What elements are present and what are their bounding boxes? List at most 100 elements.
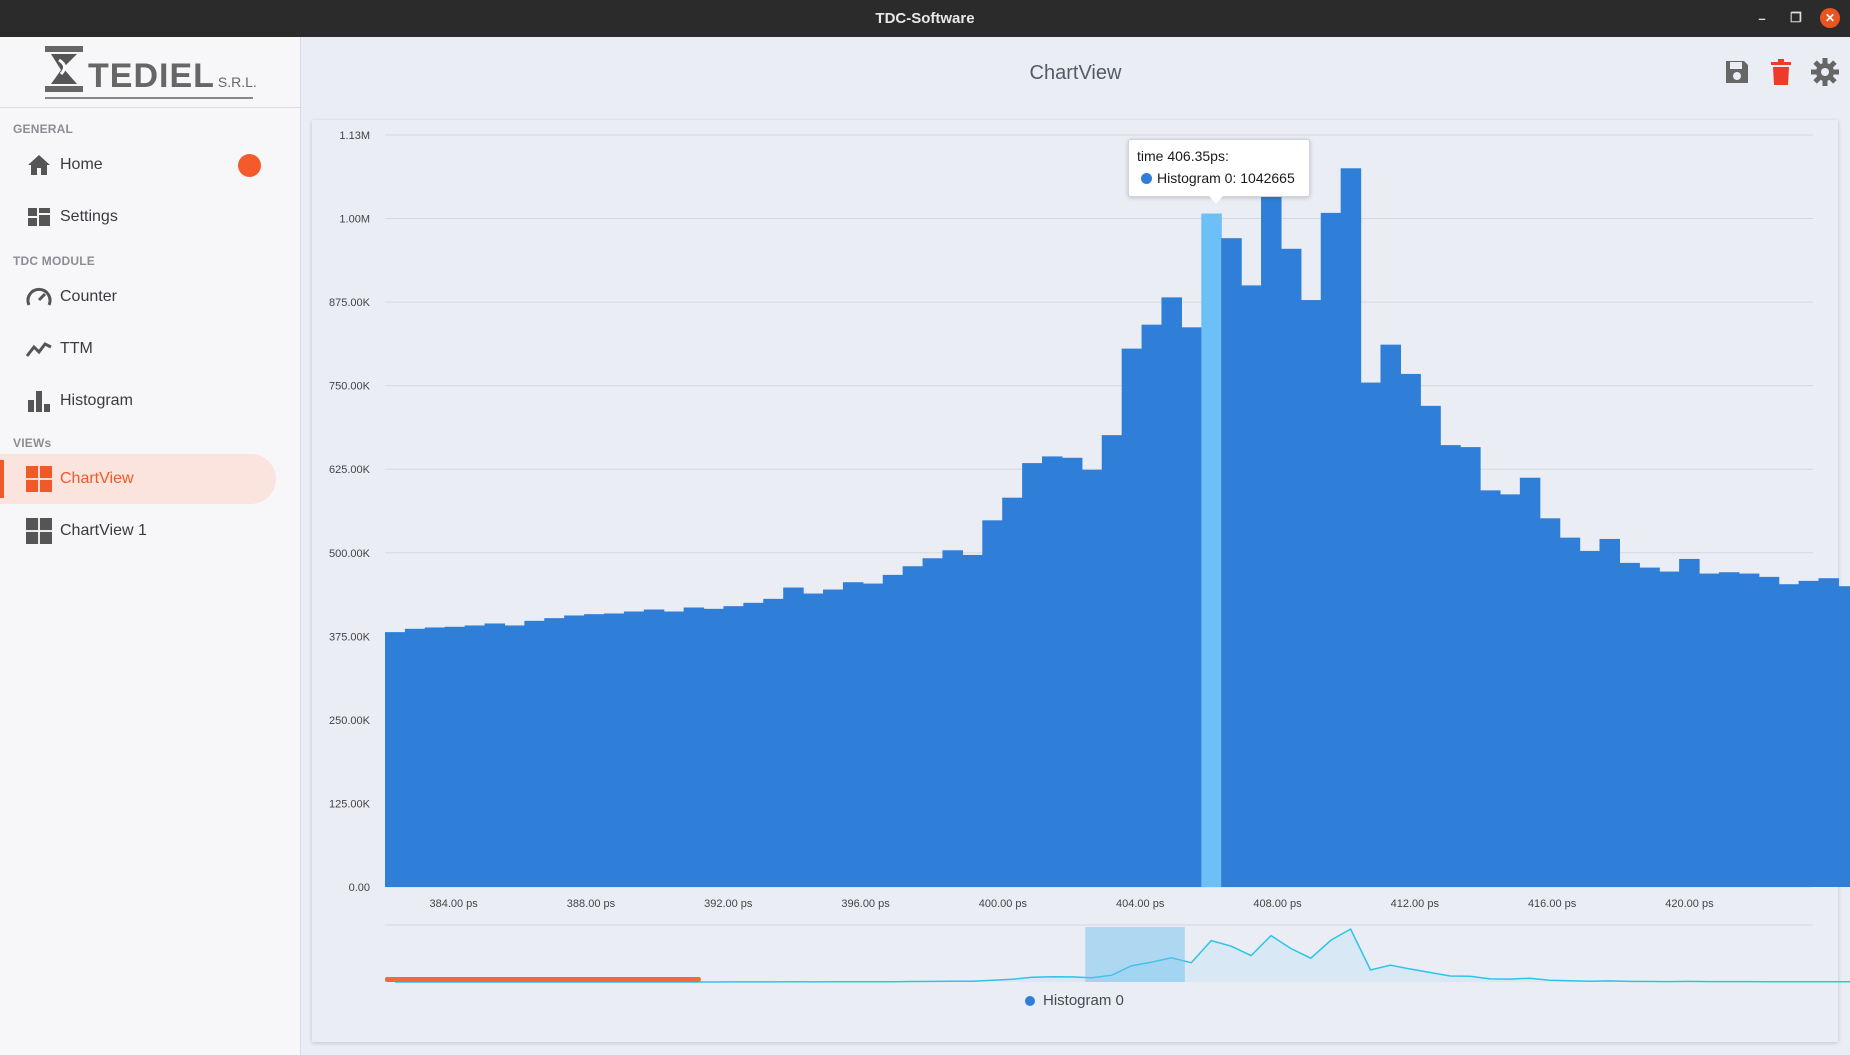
histogram-bar[interactable] [1460,447,1481,887]
histogram-bar[interactable] [1101,435,1123,887]
histogram-bar[interactable] [1300,300,1322,887]
histogram-bar[interactable] [1778,584,1800,887]
sidebar-item-home[interactable]: Home [0,140,300,190]
sidebar-item-label: Home [60,156,103,173]
histogram-bar[interactable] [544,618,565,887]
histogram-bar[interactable] [464,625,486,887]
navigator-scrollbar-handle[interactable] [385,977,701,982]
histogram-bar[interactable] [1002,497,1023,887]
histogram-bar[interactable] [842,582,864,887]
histogram-bar[interactable] [1599,538,1620,887]
histogram-bar[interactable] [703,608,725,887]
histogram-bar[interactable] [882,574,904,887]
histogram-bar[interactable] [484,623,506,887]
histogram-bar[interactable] [1360,382,1382,887]
histogram-bar[interactable] [1798,580,1820,887]
histogram-bar[interactable] [1440,445,1461,887]
histogram-bar[interactable] [1579,550,1601,887]
y-tick-label: 1.13M [339,130,370,142]
histogram-bar[interactable] [723,606,744,887]
histogram-bar[interactable] [962,554,983,887]
histogram-bar[interactable] [1420,405,1441,887]
histogram-bar[interactable] [763,598,784,887]
delete-button[interactable] [1766,57,1796,87]
navigator-selection[interactable] [1085,927,1185,982]
histogram-bar[interactable] [1838,586,1850,887]
histogram-bar[interactable] [1121,348,1143,888]
chart-legend[interactable]: Histogram 0 [1025,992,1124,1009]
minimize-icon[interactable]: – [1758,10,1766,26]
close-icon[interactable]: ✕ [1820,8,1840,28]
histogram-bar[interactable] [643,609,665,887]
histogram-bar[interactable] [823,589,844,887]
histogram-bar[interactable] [444,626,466,887]
histogram-bar[interactable] [604,613,625,887]
histogram-bar[interactable] [1340,168,1362,887]
histogram-bar[interactable] [1022,463,1043,887]
histogram-bar[interactable] [1081,469,1103,887]
sidebar-item-ttm[interactable]: TTM [0,324,300,374]
histogram-bar[interactable] [1042,456,1063,887]
histogram-bar[interactable] [1061,457,1083,887]
x-tick-label: 412.00 ps [1391,898,1440,910]
histogram-bar[interactable] [862,583,884,887]
histogram-bar[interactable] [1539,518,1561,887]
sidebar-item-histogram[interactable]: Histogram [0,376,300,426]
save-button[interactable] [1722,57,1752,87]
histogram-bar[interactable] [1738,573,1760,887]
histogram-bar[interactable] [623,611,645,887]
histogram-bar[interactable] [1241,285,1262,887]
histogram-bar[interactable] [524,620,545,887]
histogram-bar[interactable] [982,520,1003,887]
histogram-bar[interactable] [1679,558,1700,887]
histogram-bar[interactable] [504,625,525,887]
histogram-bar[interactable] [1699,573,1720,887]
histogram-bar[interactable] [1639,567,1660,887]
histogram-bar[interactable] [424,627,446,887]
histogram-bar[interactable] [1280,248,1302,888]
histogram-bar[interactable] [1380,344,1401,888]
histogram-bar[interactable] [1141,324,1163,888]
histogram-bar[interactable] [1480,490,1501,887]
sidebar-item-counter[interactable]: Counter [0,272,300,322]
histogram-bar[interactable] [1559,537,1581,887]
histogram-bar[interactable] [1181,327,1202,887]
histogram-bar[interactable] [1818,578,1840,887]
histogram-bar[interactable] [902,566,924,887]
y-tick-label: 500.00K [329,548,371,560]
histogram-bar[interactable] [404,628,426,887]
sidebar-item-chartview[interactable]: ChartView [0,454,276,504]
settings-button[interactable] [1810,57,1840,87]
histogram-bar[interactable] [1201,213,1222,887]
histogram-bar[interactable] [1718,572,1740,887]
histogram-bar[interactable] [1221,238,1242,887]
histogram-bar[interactable] [1400,373,1421,887]
histogram-bar[interactable] [683,607,705,887]
histogram-bar[interactable] [584,614,605,887]
histogram-bar[interactable] [783,587,804,887]
histogram-bar[interactable] [942,550,963,887]
histogram-bar[interactable] [663,611,685,887]
page-title: ChartView [1029,61,1122,84]
histogram-bar[interactable] [803,593,824,887]
histogram-bar[interactable] [1758,576,1780,887]
restore-icon[interactable]: ❐ [1790,10,1802,25]
histogram-bar[interactable] [385,632,406,887]
histogram-bar[interactable] [743,602,764,887]
histogram-bar[interactable] [1519,477,1541,887]
y-tick-label: 375.00K [329,631,371,643]
histogram-bar[interactable] [1499,494,1521,887]
histogram-bar[interactable] [1161,297,1182,887]
histogram-bar[interactable] [1320,212,1342,888]
histogram-bar[interactable] [922,558,944,887]
x-tick-label: 408.00 ps [1253,898,1302,910]
histogram-bar[interactable] [1659,571,1680,887]
sidebar-item-settings[interactable]: Settings [0,192,300,242]
save-icon [1726,61,1748,83]
sidebar-item-chartview-1[interactable]: ChartView 1 [0,506,300,556]
histogram-bar[interactable] [1619,562,1640,887]
range-navigator[interactable] [385,924,1850,983]
histogram-bar[interactable] [1261,193,1282,887]
histogram-bar[interactable] [564,615,585,887]
